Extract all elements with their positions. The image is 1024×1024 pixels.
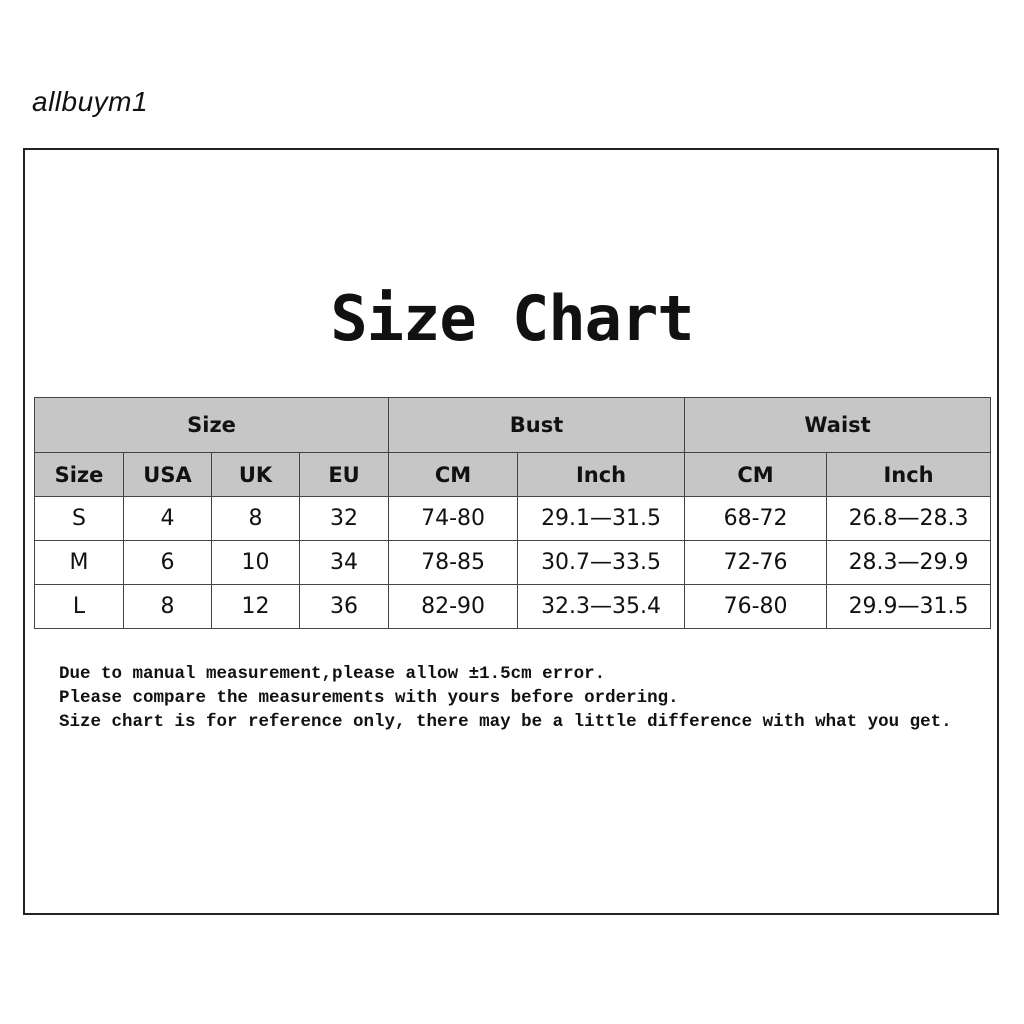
table-cell: L <box>34 584 124 629</box>
table-cell: 82-90 <box>388 584 519 629</box>
column-header: Inch <box>517 452 686 497</box>
group-header-size: Size <box>33 397 390 453</box>
table-cell: 32 <box>298 496 390 541</box>
table-cell: 12 <box>211 584 300 629</box>
table-cell: 8 <box>123 584 212 629</box>
table-cell: 76-80 <box>684 584 828 629</box>
note-line: Size chart is for reference only, there … <box>59 712 952 732</box>
watermark-logo: allbuym1 <box>32 86 149 117</box>
table-row: M 6 10 34 78-85 30.7—33.5 72-76 28.3—29.9 <box>34 540 992 585</box>
chart-frame <box>23 148 999 915</box>
table-cell: 32.3—35.4 <box>517 584 686 629</box>
page-title: Size Chart <box>330 282 694 355</box>
table-cell: M <box>34 540 124 585</box>
group-header-row: Size Bust Waist <box>33 397 992 453</box>
table-cell: 6 <box>123 540 212 585</box>
column-header: CM <box>684 452 828 497</box>
table-cell: 30.7—33.5 <box>517 540 686 585</box>
column-header: Inch <box>826 452 992 497</box>
table-row: S 4 8 32 74-80 29.1—31.5 68-72 26.8—28.3 <box>34 496 992 541</box>
group-header-waist: Waist <box>684 397 992 453</box>
note-line: Please compare the measurements with you… <box>59 688 679 708</box>
table-cell: 34 <box>298 540 390 585</box>
notes: Due to manual measurement,please allow ±… <box>59 662 952 734</box>
column-header: UK <box>211 452 300 497</box>
column-header: EU <box>298 452 390 497</box>
table-cell: 29.9—31.5 <box>826 584 992 629</box>
table-cell: 29.1—31.5 <box>517 496 686 541</box>
table-cell: S <box>34 496 124 541</box>
column-header-row: Size USA UK EU CM Inch CM Inch <box>34 452 992 497</box>
group-header-bust: Bust <box>388 397 686 453</box>
table-cell: 28.3—29.9 <box>826 540 992 585</box>
column-header: Size <box>34 452 124 497</box>
table-cell: 10 <box>211 540 300 585</box>
size-table: Size Bust Waist Size USA UK EU CM Inch C… <box>33 397 992 629</box>
note-line: Due to manual measurement,please allow ±… <box>59 664 606 684</box>
table-cell: 36 <box>298 584 390 629</box>
table-cell: 26.8—28.3 <box>826 496 992 541</box>
table-row: L 8 12 36 82-90 32.3—35.4 76-80 29.9—31.5 <box>34 584 992 629</box>
column-header: USA <box>123 452 212 497</box>
table-cell: 8 <box>211 496 300 541</box>
table-cell: 68-72 <box>684 496 828 541</box>
table-cell: 78-85 <box>388 540 519 585</box>
table-cell: 74-80 <box>388 496 519 541</box>
column-header: CM <box>388 452 519 497</box>
table-cell: 4 <box>123 496 212 541</box>
table-cell: 72-76 <box>684 540 828 585</box>
